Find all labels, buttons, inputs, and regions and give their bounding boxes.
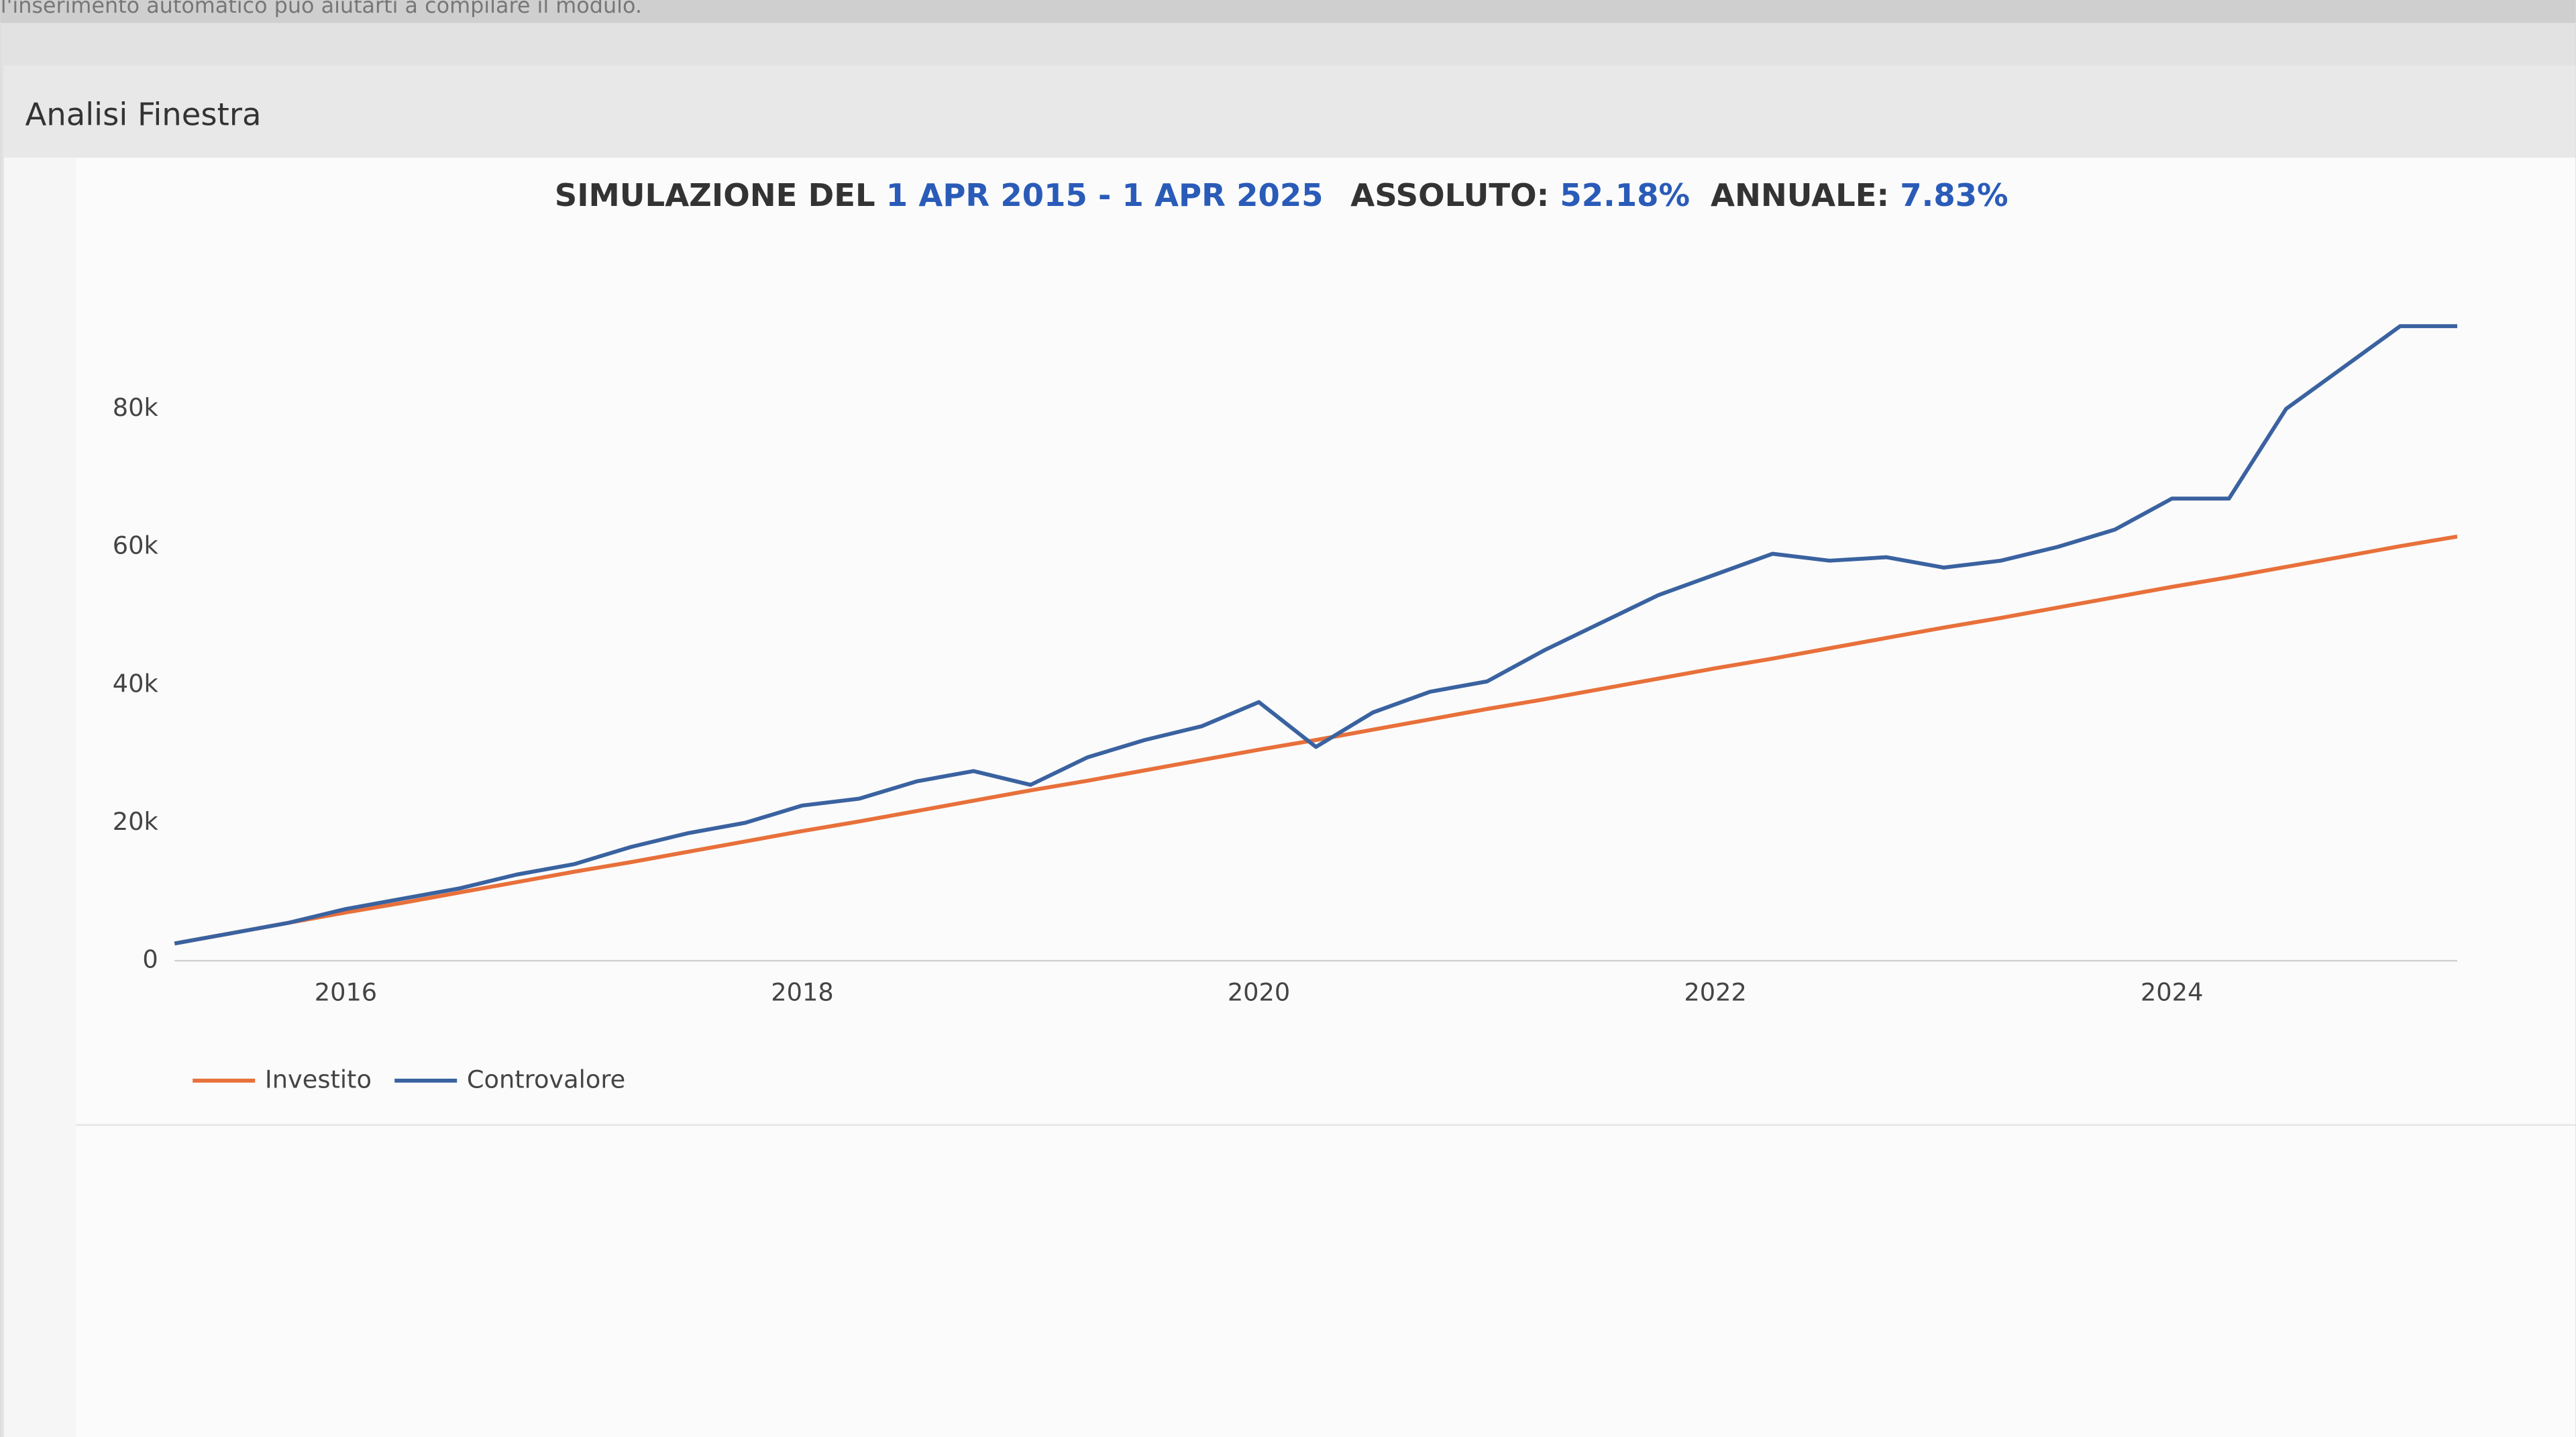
legend-label: Controvalore [467, 1065, 625, 1094]
hint-text: l'inserimento automatico può aiutarti a … [1, 0, 642, 18]
series-line [174, 534, 2458, 946]
series-line [174, 324, 2457, 946]
chart-title: SIMULAZIONE DEL 1 APR 2015 - 1 APR 2025 … [555, 176, 2008, 213]
x-tick-label: 2022 [1684, 978, 1746, 1007]
y-tick-label: 0 [142, 945, 158, 974]
y-tick-label: 60k [113, 531, 159, 560]
title-period: 1 APR 2015 - 1 APR 2025 [886, 176, 1324, 213]
y-tick-label: 40k [113, 669, 159, 698]
x-tick-label: 2024 [2141, 978, 2203, 1007]
chart-area [76, 158, 2576, 1437]
title-absolute-label: ASSOLUTO: [1350, 176, 1549, 213]
y-tick-label: 20k [113, 807, 159, 836]
legend-label: Investito [265, 1065, 372, 1094]
panel-title: Analisi Finestra [25, 96, 261, 132]
title-annual-value: 7.83% [1900, 176, 2008, 213]
panel-header [3, 65, 2576, 158]
title-absolute-value: 52.18% [1560, 176, 1690, 213]
title-annual-label: ANNUALE: [1711, 176, 1889, 213]
title-prefix: SIMULAZIONE DEL [555, 176, 875, 213]
x-tick-label: 2020 [1228, 978, 1290, 1007]
x-tick-label: 2016 [315, 978, 377, 1007]
top-bar [0, 0, 2576, 23]
y-tick-label: 80k [113, 393, 159, 422]
x-tick-label: 2018 [771, 978, 833, 1007]
